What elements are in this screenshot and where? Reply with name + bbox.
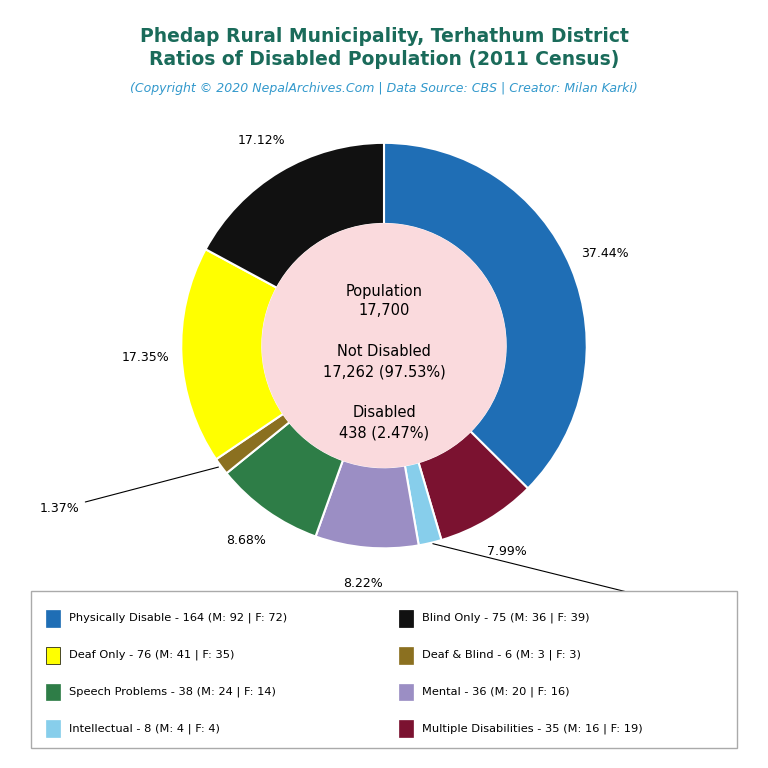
Wedge shape — [181, 250, 283, 459]
Wedge shape — [384, 143, 587, 488]
Text: Deaf & Blind - 6 (M: 3 | F: 3): Deaf & Blind - 6 (M: 3 | F: 3) — [422, 650, 581, 660]
Wedge shape — [216, 414, 290, 473]
Text: Not Disabled
17,262 (97.53%): Not Disabled 17,262 (97.53%) — [323, 344, 445, 379]
Text: (Copyright © 2020 NepalArchives.Com | Data Source: CBS | Creator: Milan Karki): (Copyright © 2020 NepalArchives.Com | Da… — [130, 82, 638, 95]
Text: 1.37%: 1.37% — [40, 467, 218, 515]
Text: 17.12%: 17.12% — [237, 134, 285, 147]
Text: 8.22%: 8.22% — [343, 578, 383, 591]
Text: Multiple Disabilities - 35 (M: 16 | F: 19): Multiple Disabilities - 35 (M: 16 | F: 1… — [422, 723, 643, 734]
Text: Intellectual - 8 (M: 4 | F: 4): Intellectual - 8 (M: 4 | F: 4) — [69, 723, 220, 734]
Wedge shape — [206, 143, 384, 288]
Text: 37.44%: 37.44% — [581, 247, 629, 260]
Text: 8.68%: 8.68% — [226, 535, 266, 548]
Text: 1.83%: 1.83% — [433, 544, 728, 619]
Wedge shape — [405, 462, 442, 545]
Text: Disabled
438 (2.47%): Disabled 438 (2.47%) — [339, 406, 429, 440]
Text: Speech Problems - 38 (M: 24 | F: 14): Speech Problems - 38 (M: 24 | F: 14) — [69, 687, 276, 697]
Circle shape — [263, 224, 505, 467]
Wedge shape — [227, 422, 343, 537]
Text: Physically Disable - 164 (M: 92 | F: 72): Physically Disable - 164 (M: 92 | F: 72) — [69, 613, 287, 624]
Text: Mental - 36 (M: 20 | F: 16): Mental - 36 (M: 20 | F: 16) — [422, 687, 570, 697]
Wedge shape — [419, 432, 528, 540]
Text: Population
17,700: Population 17,700 — [346, 283, 422, 319]
Text: 7.99%: 7.99% — [487, 545, 527, 558]
Text: 17.35%: 17.35% — [121, 351, 169, 364]
Wedge shape — [316, 460, 419, 548]
Text: Deaf Only - 76 (M: 41 | F: 35): Deaf Only - 76 (M: 41 | F: 35) — [69, 650, 234, 660]
Text: Blind Only - 75 (M: 36 | F: 39): Blind Only - 75 (M: 36 | F: 39) — [422, 613, 590, 624]
Text: Phedap Rural Municipality, Terhathum District
Ratios of Disabled Population (201: Phedap Rural Municipality, Terhathum Dis… — [140, 27, 628, 69]
